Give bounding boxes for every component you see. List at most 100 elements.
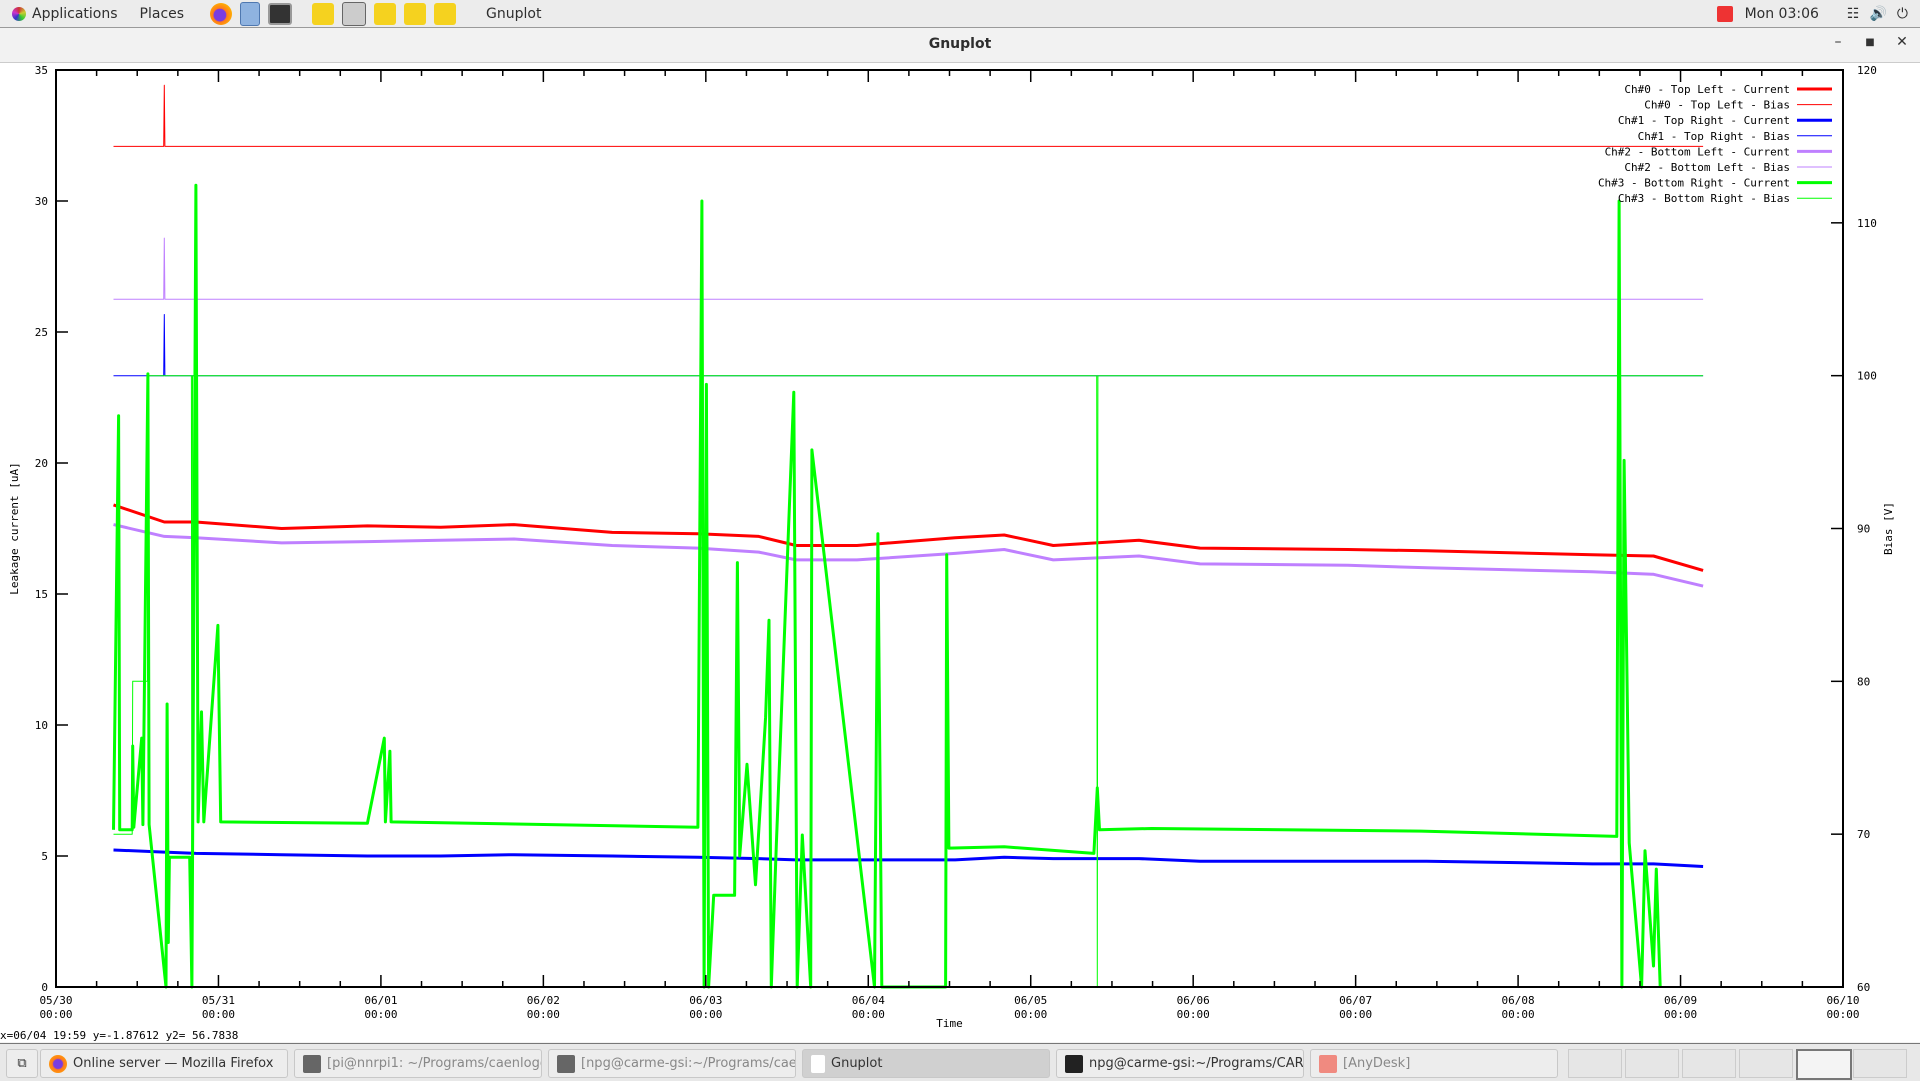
volume-icon[interactable]: 🔊 (1869, 5, 1887, 22)
y-tick-label: 20 (35, 457, 48, 470)
y-tick-label: 15 (35, 588, 48, 601)
x-tick-label: 06/09 (1664, 994, 1697, 1007)
y2-axis-label: Bias [V] (1882, 502, 1895, 555)
file-cabinet-icon[interactable] (240, 1, 261, 26)
gnome-foot-icon (12, 6, 26, 21)
series-line-6 (113, 237, 1704, 300)
task-firefox[interactable]: Online server — Mozilla Firefox (40, 1049, 288, 1078)
close-button[interactable]: ✕ (1896, 34, 1908, 50)
top-panel: Applications Places Gnuplot Mon 03:06 ☷ … (0, 0, 1920, 28)
x-tick-label: 06/10 (1826, 994, 1859, 1007)
active-app-menu[interactable]: Gnuplot (486, 6, 541, 22)
x-tick-label: 06/08 (1502, 994, 1535, 1007)
task-terminal-pi[interactable]: [pi@nnrpi1: ~/Programs/caenlogg... (294, 1049, 542, 1078)
power-icon[interactable]: ⏻ (1896, 5, 1908, 22)
y2-tick-label: 60 (1857, 981, 1870, 994)
series-line-1 (113, 503, 1704, 572)
places-label: Places (139, 5, 185, 22)
workspace-1[interactable] (1568, 1049, 1622, 1078)
applications-menu[interactable]: Applications (12, 6, 118, 22)
x-tick-label: 05/31 (202, 994, 235, 1007)
y2-tick-label: 110 (1857, 217, 1877, 230)
legend-label: Ch#2 - Bottom Left - Bias (1624, 161, 1790, 174)
maximize-button[interactable]: ■ (1865, 37, 1875, 48)
midas-icon[interactable] (434, 2, 457, 25)
task-label: Gnuplot (831, 1056, 883, 1071)
workspace-4[interactable] (1739, 1049, 1793, 1078)
midas-icon[interactable] (312, 2, 335, 25)
y2-tick-label: 90 (1857, 523, 1870, 536)
y-tick-label: 30 (35, 195, 48, 208)
x-tick-time-label: 00:00 (1339, 1008, 1372, 1021)
show-desktop-button[interactable]: ⧉ (6, 1049, 38, 1078)
network-icon[interactable]: ☷ (1846, 5, 1860, 22)
applications-label: Applications (32, 5, 118, 22)
active-app-label: Gnuplot (486, 5, 542, 22)
y2-tick-label: 80 (1857, 675, 1870, 688)
midas-icon[interactable] (374, 2, 397, 25)
workspace-5-active[interactable] (1796, 1049, 1852, 1080)
terminal-icon (303, 1054, 321, 1073)
x-tick-time-label: 00:00 (1502, 1008, 1535, 1021)
x-tick-time-label: 00:00 (1177, 1008, 1210, 1021)
legend-label: Ch#2 - Bottom Left - Current (1605, 145, 1790, 158)
task-label: [npg@carme-gsi:~/Programs/caenl... (581, 1056, 796, 1071)
midas-icon[interactable] (404, 2, 427, 25)
legend-label: Ch#3 - Bottom Right - Current (1598, 177, 1790, 190)
x-tick-label: 06/03 (689, 994, 722, 1007)
window-title: Gnuplot (928, 36, 992, 52)
task-terminal-npg[interactable]: [npg@carme-gsi:~/Programs/caenl... (548, 1049, 796, 1078)
x-tick-time-label: 00:00 (1664, 1008, 1697, 1021)
y-tick-label: 5 (41, 850, 48, 863)
x-tick-label: 06/02 (527, 994, 560, 1007)
minimize-button[interactable]: – (1834, 34, 1842, 50)
legend-label: Ch#1 - Top Right - Bias (1638, 130, 1790, 143)
x-axis-label: Time (936, 1017, 963, 1030)
taskbar: ⧉ Online server — Mozilla Firefox [pi@nn… (0, 1043, 1920, 1081)
task-label: npg@carme-gsi:~/Programs/CAR... (1089, 1056, 1304, 1071)
task-anydesk[interactable]: [AnyDesk] (1310, 1049, 1558, 1078)
axis-ticks: 05/3000:0005/3100:0006/0100:0006/0200:00… (35, 64, 1877, 1021)
workspace-3[interactable] (1682, 1049, 1736, 1078)
workspace-6[interactable] (1853, 1049, 1907, 1078)
legend-label: Ch#3 - Bottom Right - Bias (1618, 192, 1790, 205)
x-tick-label: 05/30 (39, 994, 72, 1007)
task-label: [pi@nnrpi1: ~/Programs/caenlogg... (327, 1056, 542, 1071)
x-tick-label: 06/01 (364, 994, 397, 1007)
chart: 05/3000:0005/3100:0006/0100:0006/0200:00… (8, 64, 1895, 1030)
workspace-2[interactable] (1625, 1049, 1679, 1078)
firefox-icon (49, 1054, 67, 1073)
x-tick-time-label: 00:00 (39, 1008, 72, 1021)
y2-tick-label: 120 (1857, 64, 1877, 77)
x-tick-time-label: 00:00 (364, 1008, 397, 1021)
series-line-3 (113, 848, 1704, 868)
clock[interactable]: Mon 03:06 (1744, 5, 1819, 22)
task-gnuplot[interactable]: Gnuplot (802, 1049, 1050, 1078)
task-terminal-car[interactable]: npg@carme-gsi:~/Programs/CAR... (1056, 1049, 1304, 1078)
y-axis-label: Leakage current [uA] (8, 462, 21, 594)
y2-tick-label: 100 (1857, 370, 1877, 383)
legend-label: Ch#1 - Top Right - Current (1618, 114, 1790, 127)
y2-tick-label: 70 (1857, 828, 1870, 841)
series-line-5 (113, 523, 1704, 588)
places-menu[interactable]: Places (140, 6, 185, 22)
anydesk-tray-icon[interactable] (1716, 5, 1733, 22)
gnuplot-canvas[interactable]: 05/30 00:00 05/31 00:00 06/01 00:00 06/02 00:00… (0, 63, 1920, 1033)
terminal-icon[interactable] (268, 2, 293, 25)
y-tick-label: 0 (41, 981, 48, 994)
show-desktop-icon: ⧉ (17, 1056, 27, 1071)
task-label: Online server — Mozilla Firefox (73, 1056, 274, 1071)
x-tick-label: 06/05 (1014, 994, 1047, 1007)
gnuplot-icon (811, 1054, 825, 1073)
task-label: [AnyDesk] (1343, 1056, 1411, 1071)
x-tick-time-label: 00:00 (527, 1008, 560, 1021)
y-tick-label: 25 (35, 326, 48, 339)
anydesk-icon (1319, 1054, 1337, 1073)
terminal-icon (1065, 1054, 1083, 1073)
x-tick-label: 06/04 (852, 994, 885, 1007)
window-titlebar[interactable]: Gnuplot – ■ ✕ (0, 28, 1920, 63)
chart-marks (112, 84, 1704, 989)
screenshot-icon[interactable] (342, 1, 367, 26)
firefox-icon[interactable] (210, 2, 233, 25)
x-tick-label: 06/06 (1177, 994, 1210, 1007)
